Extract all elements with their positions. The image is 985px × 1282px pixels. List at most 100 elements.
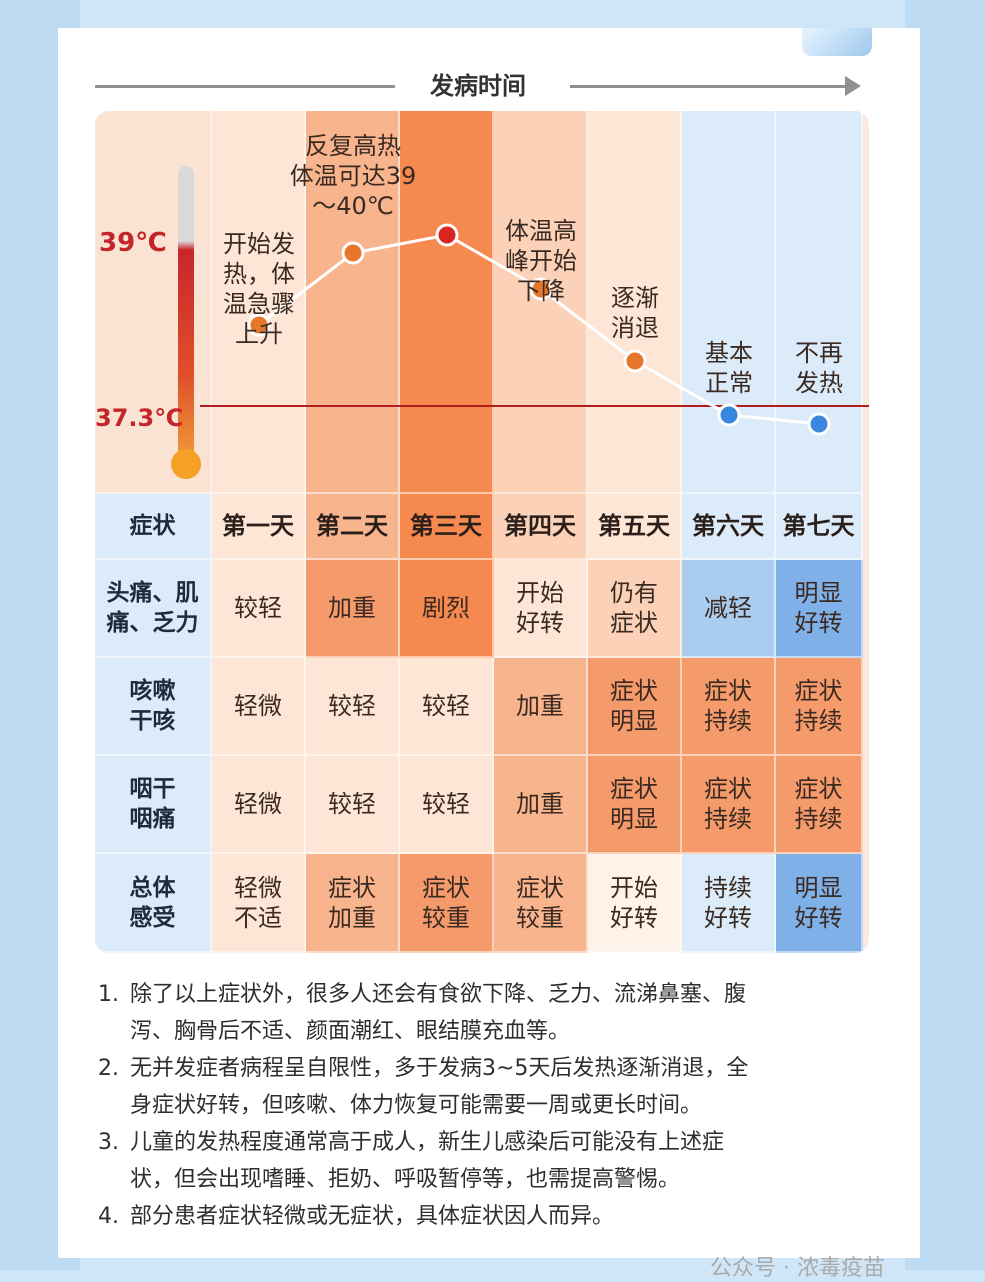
corner-header: 症状	[95, 494, 212, 560]
symptom-cell: 减轻	[682, 560, 776, 658]
day-header-1: 第一天	[212, 494, 306, 560]
timeline-line-left	[95, 85, 395, 88]
temp-area-day-6	[682, 111, 776, 494]
note-number: 2.	[98, 1056, 119, 1081]
note-line: 部分患者症状轻微或无症状，具体症状因人而异。	[130, 1204, 615, 1229]
day-header-5: 第五天	[588, 494, 682, 560]
temp-area-day-3	[400, 111, 494, 494]
symptom-cell: 剧烈	[400, 560, 494, 658]
symptom-row-head-1-text: 头痛、肌	[106, 580, 199, 606]
symptom-cell-text: 仍有	[610, 579, 658, 607]
day-header-1-text: 第一天	[222, 512, 294, 540]
symptom-cell: 症状 持续	[776, 756, 863, 854]
symptom-cell-text: 较轻	[328, 790, 376, 818]
day-header-3: 第三天	[400, 494, 494, 560]
symptom-cell-text: 症状	[794, 677, 843, 705]
symptom-cell-text: 不适	[234, 903, 282, 932]
corner-header-text: 症状	[129, 513, 176, 539]
symptom-cell-text: 开始	[610, 873, 658, 902]
note-text: 儿童的发热程度通常高于成人，新生儿感染后可能没有上述症 状，但会出现嗜睡、拒奶、呼…	[130, 1124, 888, 1198]
symptom-cell: 较轻	[400, 756, 494, 854]
symptom-cell-text: 好转	[704, 903, 752, 932]
symptom-cell-text: 较轻	[328, 692, 376, 720]
note-number: 4.	[98, 1204, 119, 1229]
symptom-cell-text: 好转	[516, 609, 564, 637]
symptom-row-head-4: 总体 感受	[95, 854, 212, 953]
symptom-cell-text: 持续	[794, 707, 843, 735]
symptom-cell: 症状 明显	[588, 658, 682, 756]
temp-area-day-4	[494, 111, 588, 494]
symptom-cell: 加重	[494, 658, 588, 756]
temp-area-day-2	[306, 111, 400, 494]
note-line: 状，但会出现嗜睡、拒奶、呼吸暂停等，也需提高警惕。	[130, 1167, 681, 1192]
symptom-cell-text: 好转	[610, 903, 658, 932]
symptom-cell-text: 较重	[422, 903, 470, 932]
day-header-6-text: 第六天	[692, 512, 764, 540]
symptom-cell: 明显 好转	[776, 560, 863, 658]
symptom-cell-text: 症状	[328, 873, 376, 902]
symptom-cell: 较轻	[306, 756, 400, 854]
symptom-cell-text: 明显	[610, 805, 658, 833]
symptom-cell: 开始 好转	[494, 560, 588, 658]
note-text: 部分患者症状轻微或无症状，具体症状因人而异。	[130, 1198, 888, 1235]
symptom-cell-text: 持续	[704, 707, 752, 735]
symptom-cell-text: 较重	[516, 903, 564, 932]
symptom-row-head-1: 头痛、肌 痛、乏力	[95, 560, 212, 658]
symptom-row-head-1-text: 痛、乏力	[106, 610, 199, 636]
symptom-cell-text: 较轻	[234, 594, 282, 622]
symptom-cell-text: 持续	[704, 873, 752, 902]
symptom-cell-text: 加重	[328, 594, 376, 622]
symptom-cell: 症状 加重	[306, 854, 400, 953]
symptom-cell: 仍有 症状	[588, 560, 682, 658]
symptom-cell-text: 轻微	[234, 873, 282, 902]
symptom-row-head-3-text: 咽痛	[129, 806, 176, 832]
symptom-cell: 开始 好转	[588, 854, 682, 953]
symptom-row-head-2: 咳嗽 干咳	[95, 658, 212, 756]
note-item: 3. 儿童的发热程度通常高于成人，新生儿感染后可能没有上述症 状，但会出现嗜睡、拒奶…	[98, 1124, 888, 1198]
symptom-cell-text: 加重	[328, 903, 376, 932]
note-number: 1.	[98, 982, 119, 1007]
symptom-cell: 症状 持续	[776, 658, 863, 756]
day-header-4-text: 第四天	[504, 512, 576, 540]
symptom-cell: 加重	[306, 560, 400, 658]
symptom-cell: 较轻	[212, 560, 306, 658]
note-text: 无并发症者病程呈自限性，多于发病3~5天后发热逐渐消退，全 身症状好转，但咳嗽、体…	[130, 1050, 888, 1124]
symptom-cell: 症状 较重	[494, 854, 588, 953]
footer-watermark: 公众号 · 浓毒疫苗	[710, 1256, 885, 1281]
symptom-cell: 症状 明显	[588, 756, 682, 854]
temp-area-corner	[95, 111, 212, 494]
note-line: 泻、胸骨后不适、颜面潮红、眼结膜充血等。	[130, 1019, 571, 1044]
decorative-ribbon	[802, 28, 872, 56]
symptom-cell: 加重	[494, 756, 588, 854]
note-line: 无并发症者病程呈自限性，多于发病3~5天后发热逐渐消退，全	[130, 1056, 749, 1081]
symptom-cell: 轻微 不适	[212, 854, 306, 953]
symptom-row-head-2-text: 干咳	[129, 708, 176, 734]
timeline-arrow-icon	[845, 76, 861, 96]
timeline-label: 发病时间	[430, 72, 526, 100]
note-line: 身症状好转，但咳嗽、体力恢复可能需要一周或更长时间。	[130, 1093, 703, 1118]
symptom-row-head-2-text: 咳嗽	[129, 678, 176, 704]
note-line: 儿童的发热程度通常高于成人，新生儿感染后可能没有上述症	[130, 1130, 725, 1155]
symptom-cell-text: 加重	[516, 692, 564, 720]
note-item: 4. 部分患者症状轻微或无症状，具体症状因人而异。	[98, 1198, 888, 1235]
infographic-card: 发病时间 症状 第一天 第二天 第三天 第四天 第五天 第六天 第七天 头痛、肌 痛、乏力 较轻 加重…	[58, 28, 920, 1258]
timeline-line-right	[570, 85, 845, 88]
symptom-cell-text: 剧烈	[422, 594, 470, 622]
symptom-cell-text: 好转	[794, 609, 843, 637]
symptom-cell-text: 明显	[794, 873, 843, 902]
day-header-2: 第二天	[306, 494, 400, 560]
temp-area-day-7	[776, 111, 863, 494]
symptom-cell: 症状 较重	[400, 854, 494, 953]
symptom-row-head-4-text: 总体	[129, 874, 176, 901]
symptom-cell: 轻微	[212, 756, 306, 854]
day-header-6: 第六天	[682, 494, 776, 560]
note-item: 2. 无并发症者病程呈自限性，多于发病3~5天后发热逐渐消退，全 身症状好转，但咳嗽…	[98, 1050, 888, 1124]
note-item: 1. 除了以上症状外，很多人还会有食欲下降、乏力、流涕鼻塞、腹 泻、胸骨后不适、颜面…	[98, 976, 888, 1050]
symptom-cell: 较轻	[306, 658, 400, 756]
temp-area-day-1	[212, 111, 306, 494]
day-header-3-text: 第三天	[410, 512, 482, 540]
symptom-cell-text: 症状	[516, 873, 564, 902]
symptom-cell-text: 明显	[794, 579, 843, 607]
symptom-cell-text: 较轻	[422, 790, 470, 818]
fever-progress-panel: 症状 第一天 第二天 第三天 第四天 第五天 第六天 第七天 头痛、肌 痛、乏力 较轻 加重 剧烈 开始好…	[95, 111, 869, 953]
